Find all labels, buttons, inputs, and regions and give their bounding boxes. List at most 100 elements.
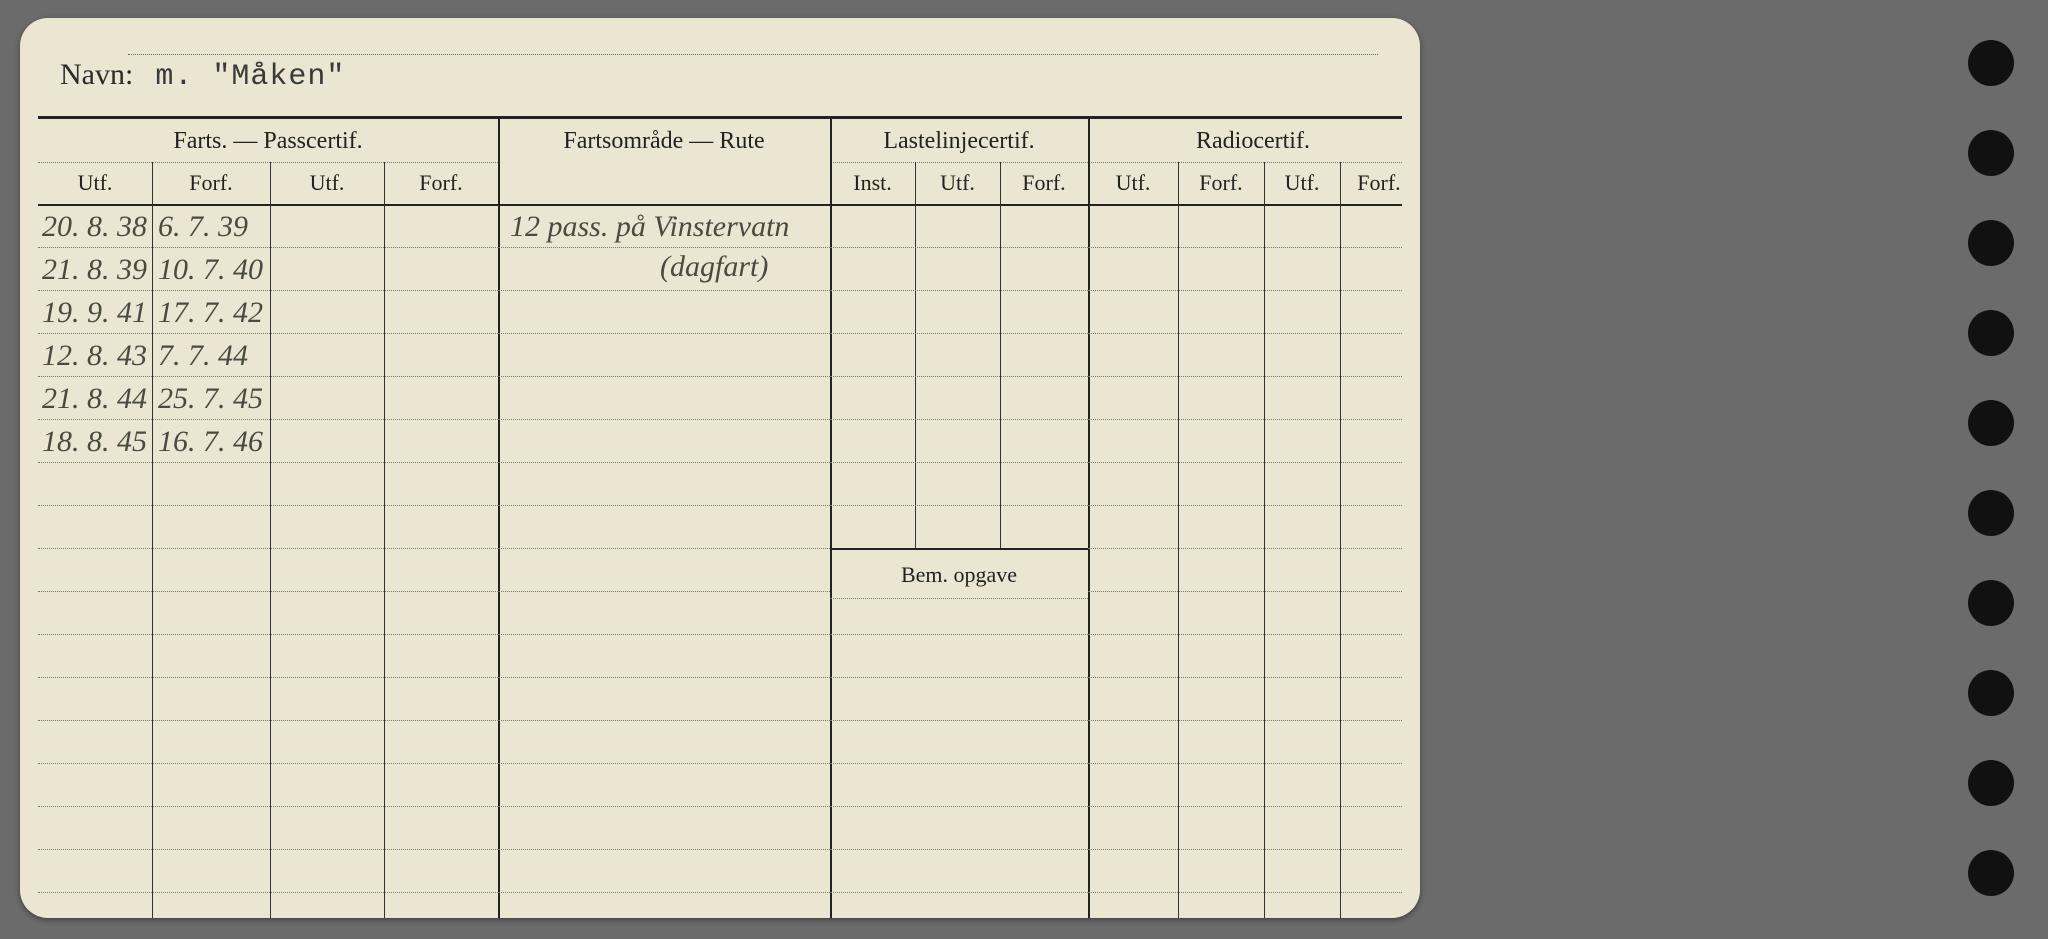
- dot-row: [1088, 720, 1402, 721]
- dot-row: [830, 290, 1088, 291]
- sub-forf-4: Forf.: [1178, 170, 1264, 196]
- dot-row: [498, 634, 830, 635]
- binder-hole: [1968, 490, 2014, 536]
- dot-row: [1088, 462, 1402, 463]
- bem-top-rule: [830, 548, 1088, 550]
- binder-hole: [1968, 310, 2014, 356]
- passcertif-utf: 20. 8. 38: [42, 210, 152, 244]
- navn-value: m. "Måken": [155, 60, 345, 94]
- v-c10: [1264, 162, 1265, 918]
- navn-row: Navn: m. "Måken": [60, 58, 345, 108]
- navn-underline: [128, 54, 1378, 55]
- hdr-radiocertif: Radiocertif.: [1088, 128, 1418, 155]
- sub-utf-2: Utf.: [270, 170, 384, 196]
- dot-row: [38, 333, 498, 334]
- dot-row: [498, 290, 830, 291]
- top-rule: [38, 116, 1402, 119]
- dot-row: [38, 462, 498, 463]
- dot-row: [830, 634, 1088, 635]
- rute-note-1: 12 pass. på Vinstervatn: [510, 210, 820, 244]
- dot-row: [38, 290, 498, 291]
- v-c9: [1178, 162, 1179, 918]
- dot-row: [830, 849, 1088, 850]
- binder-hole: [1968, 850, 2014, 896]
- binder-hole: [1968, 760, 2014, 806]
- dot-row: [498, 376, 830, 377]
- sub-utf-1: Utf.: [38, 170, 152, 196]
- navn-label: Navn:: [60, 58, 133, 91]
- binder-hole: [1968, 220, 2014, 266]
- sub-forf-2: Forf.: [384, 170, 498, 196]
- passcertif-forf: 17. 7. 42: [158, 296, 270, 330]
- dot-row: [38, 419, 498, 420]
- dot-row: [38, 247, 498, 248]
- passcertif-utf: 12. 8. 43: [42, 339, 152, 373]
- passcertif-forf: 6. 7. 39: [158, 210, 270, 244]
- dot-under-hdr-2: [830, 162, 1088, 163]
- passcertif-forf: 16. 7. 46: [158, 425, 270, 459]
- dot-row: [498, 333, 830, 334]
- dot-row: [830, 806, 1088, 807]
- binder-hole: [1968, 670, 2014, 716]
- dot-row: [830, 892, 1088, 893]
- dot-row: [38, 720, 498, 721]
- binder-hole: [1968, 400, 2014, 446]
- rute-note-2: (dagfart): [660, 250, 830, 284]
- sub-utf-4: Utf.: [1088, 170, 1178, 196]
- dot-row: [38, 505, 498, 506]
- dot-row: [38, 763, 498, 764]
- dot-row: [1088, 763, 1402, 764]
- sub-inst: Inst.: [830, 170, 915, 196]
- passcertif-utf: 21. 8. 44: [42, 382, 152, 416]
- v-major-3: [1088, 116, 1090, 918]
- dot-row: [498, 720, 830, 721]
- dot-row: [498, 763, 830, 764]
- dot-row: [830, 419, 1088, 420]
- dot-under-hdr-1: [38, 162, 498, 163]
- v-c11: [1340, 162, 1341, 918]
- passcertif-utf: 18. 8. 45: [42, 425, 152, 459]
- hdr-fartsomrade-rute: Fartsområde — Rute: [498, 128, 830, 155]
- dot-row: [498, 505, 830, 506]
- v-c2: [270, 162, 271, 918]
- sub-forf-1: Forf.: [152, 170, 270, 196]
- v-c1: [152, 162, 153, 918]
- dot-row: [1088, 505, 1402, 506]
- sub-forf-5: Forf.: [1340, 170, 1418, 196]
- passcertif-forf: 7. 7. 44: [158, 339, 270, 373]
- v-c3: [384, 162, 385, 918]
- index-card: Navn: m. "Måken" Farts. — Passcertif. Fa…: [20, 18, 1420, 918]
- dot-row: [498, 462, 830, 463]
- bem-opgave-label: Bem. opgave: [830, 562, 1088, 588]
- dot-under-hdr-3: [1088, 162, 1402, 163]
- page: Navn: m. "Måken" Farts. — Passcertif. Fa…: [0, 0, 2048, 939]
- hdr-lastelinjecertif: Lastelinjecertif.: [830, 128, 1088, 155]
- subheader-rule: [38, 204, 1402, 206]
- dot-row: [830, 763, 1088, 764]
- v-c6: [915, 162, 916, 548]
- dot-row: [1088, 419, 1402, 420]
- dot-row: [38, 677, 498, 678]
- dot-row: [1088, 548, 1402, 549]
- binder-hole: [1968, 130, 2014, 176]
- dot-row: [830, 376, 1088, 377]
- dot-row: [38, 634, 498, 635]
- passcertif-utf: 19. 9. 41: [42, 296, 152, 330]
- dot-row: [38, 806, 498, 807]
- dot-row: [498, 591, 830, 592]
- dot-row: [1088, 892, 1402, 893]
- binder-hole: [1968, 580, 2014, 626]
- dot-row: [498, 849, 830, 850]
- dot-row: [1088, 634, 1402, 635]
- passcertif-utf: 21. 8. 39: [42, 253, 152, 287]
- passcertif-forf: 25. 7. 45: [158, 382, 270, 416]
- dot-row: [1088, 677, 1402, 678]
- dot-row: [1088, 290, 1402, 291]
- dot-row: [830, 677, 1088, 678]
- dot-row: [38, 892, 498, 893]
- dot-row: [830, 462, 1088, 463]
- hdr-farts-passcertif: Farts. — Passcertif.: [38, 128, 498, 155]
- dot-row: [38, 849, 498, 850]
- dot-row: [498, 892, 830, 893]
- dot-row: [38, 376, 498, 377]
